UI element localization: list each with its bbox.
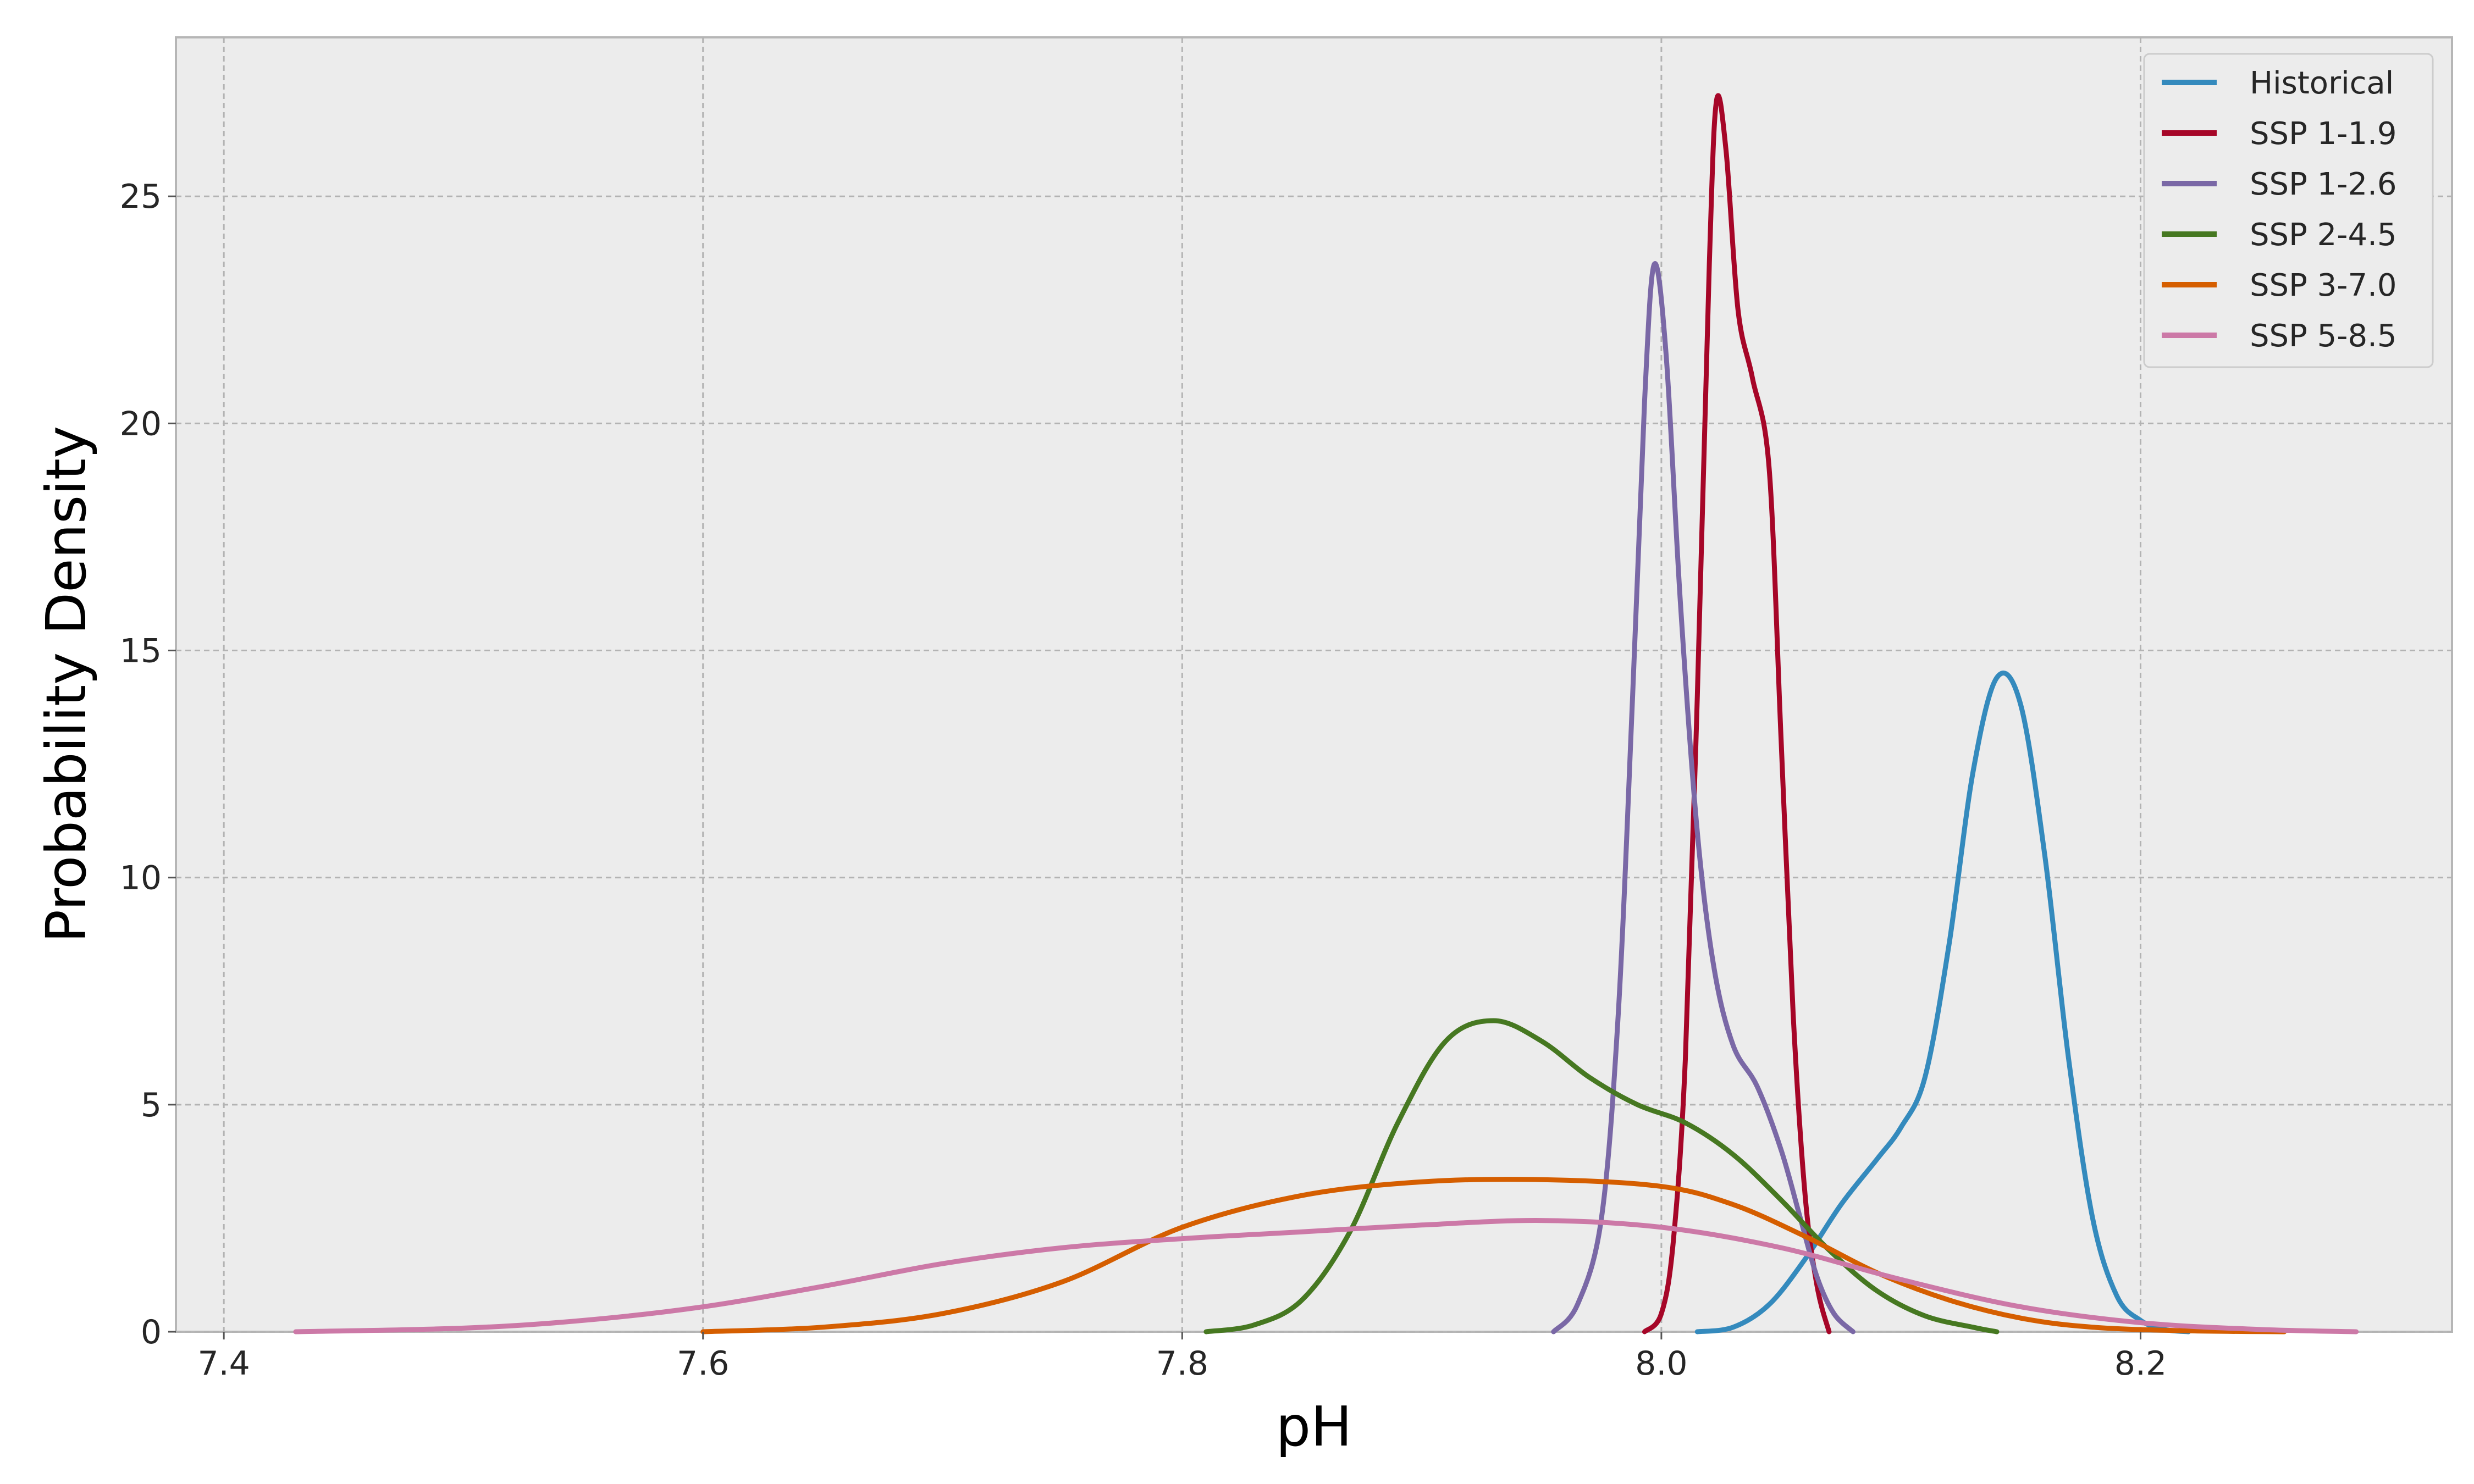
x-axis-ticks: 7.4 7.6 7.8 8.0 8.2 bbox=[197, 1332, 2167, 1383]
series-line bbox=[700, 1177, 2287, 1335]
series-line bbox=[1203, 1018, 2000, 1335]
x-tick-label: 7.8 bbox=[1156, 1344, 1208, 1383]
series-line bbox=[293, 1218, 2359, 1335]
legend-entry: SSP 1-1.9 bbox=[2250, 116, 2397, 152]
series-lines bbox=[293, 93, 2359, 1335]
plot-area bbox=[175, 36, 2453, 1333]
legend-entry: Historical bbox=[2250, 65, 2394, 101]
y-tick-label: 0 bbox=[141, 1313, 162, 1352]
y-tick-label: 5 bbox=[141, 1086, 162, 1125]
legend-entry: SSP 5-8.5 bbox=[2250, 318, 2397, 354]
series-line bbox=[1551, 261, 1856, 1335]
y-axis-label: Probability Density bbox=[34, 426, 98, 943]
series-line bbox=[1694, 671, 2191, 1335]
y-tick-label: 15 bbox=[120, 632, 162, 671]
x-tick-label: 7.6 bbox=[677, 1344, 729, 1383]
legend-entry: SSP 3-7.0 bbox=[2250, 268, 2397, 303]
legend: Historical SSP 1-1.9 SSP 1-2.6 SSP 2-4.5 SSP… bbox=[2143, 53, 2434, 368]
x-axis-label: pH bbox=[1276, 1394, 1352, 1459]
series-line bbox=[1642, 93, 1832, 1335]
legend-entry: SSP 2-4.5 bbox=[2250, 217, 2397, 253]
legend-entry: SSP 1-2.6 bbox=[2250, 167, 2397, 202]
x-tick-label: 8.2 bbox=[2114, 1344, 2167, 1383]
y-tick-label: 10 bbox=[120, 859, 162, 898]
y-tick-label: 25 bbox=[120, 178, 162, 216]
x-tick-label: 8.0 bbox=[1635, 1344, 1687, 1383]
y-tick-label: 20 bbox=[120, 405, 162, 443]
grid bbox=[176, 37, 2452, 1333]
x-tick-label: 7.4 bbox=[197, 1344, 250, 1383]
y-axis-ticks: 0 5 10 15 20 25 bbox=[120, 178, 176, 1352]
